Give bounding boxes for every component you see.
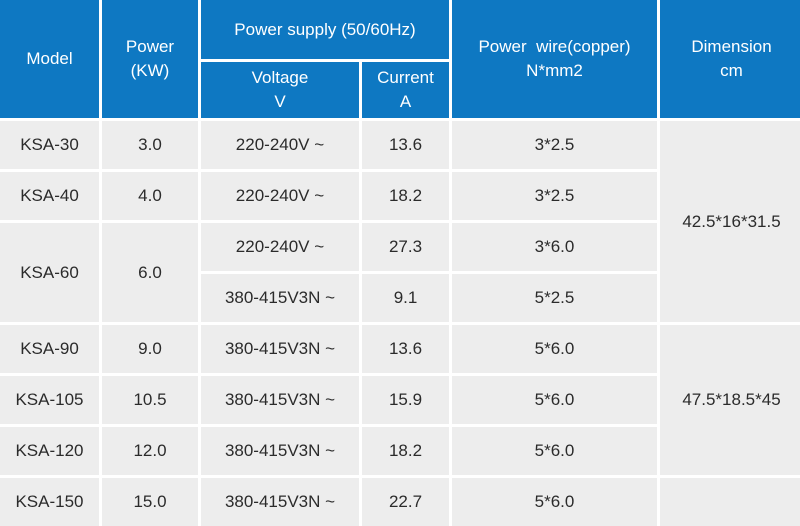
cell-wire: 3*6.0 [449, 220, 661, 274]
cell-voltage: 380-415V3N ~ [198, 373, 362, 427]
cell-current: 9.1 [358, 271, 453, 325]
cell-current: 22.7 [358, 475, 453, 526]
table-row: KSA-120 12.0 380-415V3N ~ 18.2 5*6.0 [0, 424, 800, 478]
table-row: 380-415V3N ~ 9.1 5*2.5 [0, 271, 800, 325]
table-body: KSA-30 3.0 220-240V ~ 13.6 3*2.5 42.5*16… [0, 118, 800, 526]
cell-wire: 5*6.0 [449, 322, 661, 376]
cell-power: 6.0 [99, 220, 201, 325]
cell-wire: 3*2.5 [449, 169, 661, 223]
table-row: KSA-90 9.0 380-415V3N ~ 13.6 5*6.0 47.5*… [0, 322, 800, 478]
cell-model: KSA-90 [0, 322, 102, 376]
header-model-cell: Model [0, 0, 102, 121]
table-row: KSA-105 10.5 380-415V3N ~ 15.9 5*6.0 [0, 373, 800, 427]
header-wire-cell: Power wire(copper) N*mm2 [449, 0, 661, 121]
header-row-top: Model Power (KW) Power supply (50/60Hz) … [0, 0, 800, 121]
header-dimension-line1: Dimension [691, 37, 772, 56]
header-power-line2: (KW) [130, 61, 170, 80]
cell-wire: 3*2.5 [449, 118, 661, 172]
cell-current: 13.6 [358, 118, 453, 172]
cell-voltage: 220-240V ~ [198, 169, 362, 223]
cell-model: KSA-105 [0, 373, 102, 427]
header-power-line1: Power [125, 37, 175, 56]
cell-voltage: 380-415V3N ~ [198, 424, 362, 478]
table-header: Model Power (KW) Power supply (50/60Hz) … [0, 0, 800, 121]
cell-model: KSA-120 [0, 424, 102, 478]
cell-current: 27.3 [358, 220, 453, 274]
table-row: KSA-150 15.0 380-415V3N ~ 22.7 5*6.0 [0, 475, 800, 526]
cell-wire: 5*6.0 [449, 373, 661, 427]
header-dimension-cell: Dimension cm [657, 0, 800, 121]
cell-voltage: 380-415V3N ~ [198, 475, 362, 526]
cell-dimension-group1: 42.5*16*31.5 [657, 118, 800, 325]
cell-power: 4.0 [99, 169, 201, 223]
table-row: KSA-60 6.0 220-240V ~ 27.3 3*6.0 [0, 220, 800, 325]
cell-power: 9.0 [99, 322, 201, 376]
cell-current: 18.2 [358, 424, 453, 478]
cell-model: KSA-150 [0, 475, 102, 526]
table-row: KSA-40 4.0 220-240V ~ 18.2 3*2.5 [0, 169, 800, 223]
header-current-cell: Current A [358, 59, 453, 121]
cell-current: 15.9 [358, 373, 453, 427]
header-dimension-line2: cm [720, 61, 743, 80]
header-voltage-cell: Voltage V [198, 59, 362, 121]
cell-power: 10.5 [99, 373, 201, 427]
cell-voltage: 380-415V3N ~ [198, 271, 362, 325]
header-row-sub: Voltage V Current A [0, 59, 800, 121]
cell-current: 13.6 [358, 322, 453, 376]
cell-wire: 5*6.0 [449, 475, 661, 526]
cell-power: 15.0 [99, 475, 201, 526]
header-wire-line1: Power wire(copper) [478, 37, 631, 56]
cell-dimension-group2: 47.5*18.5*45 [657, 322, 800, 478]
cell-wire: 5*6.0 [449, 424, 661, 478]
header-voltage-line2: V [274, 92, 286, 111]
header-voltage-line1: Voltage [251, 68, 309, 87]
table-row: KSA-30 3.0 220-240V ~ 13.6 3*2.5 42.5*16… [0, 118, 800, 325]
cell-power: 3.0 [99, 118, 201, 172]
cell-model: KSA-30 [0, 118, 102, 172]
header-current-line2: A [399, 92, 412, 111]
cell-wire: 5*2.5 [449, 271, 661, 325]
header-current-line1: Current [377, 68, 434, 87]
cell-model: KSA-40 [0, 169, 102, 223]
cell-model: KSA-60 [0, 220, 102, 325]
cell-voltage: 220-240V ~ [198, 220, 362, 274]
header-power-cell: Power (KW) [99, 0, 201, 121]
cell-dimension-empty [657, 475, 800, 526]
cell-power: 12.0 [99, 424, 201, 478]
header-power-supply-cell: Power supply (50/60Hz) [197, 0, 453, 62]
cell-voltage: 380-415V3N ~ [198, 322, 362, 376]
header-wire-line2: N*mm2 [526, 61, 583, 80]
cell-current: 18.2 [358, 169, 453, 223]
cell-voltage: 220-240V ~ [198, 118, 362, 172]
